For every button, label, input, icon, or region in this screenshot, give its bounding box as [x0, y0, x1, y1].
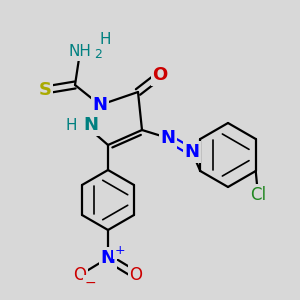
Text: S: S [38, 81, 52, 99]
Text: H: H [65, 118, 77, 133]
Text: O: O [152, 66, 168, 84]
Text: 2: 2 [94, 49, 102, 62]
Text: N: N [184, 143, 200, 161]
Text: H: H [99, 32, 111, 47]
Text: −: − [84, 276, 96, 290]
Text: NH: NH [69, 44, 92, 59]
Text: O: O [74, 266, 86, 284]
Text: N: N [160, 129, 175, 147]
Text: N: N [83, 116, 98, 134]
Text: +: + [115, 244, 125, 257]
Text: N: N [100, 249, 116, 267]
Text: O: O [130, 266, 142, 284]
Text: Cl: Cl [250, 186, 266, 204]
Text: N: N [92, 96, 107, 114]
